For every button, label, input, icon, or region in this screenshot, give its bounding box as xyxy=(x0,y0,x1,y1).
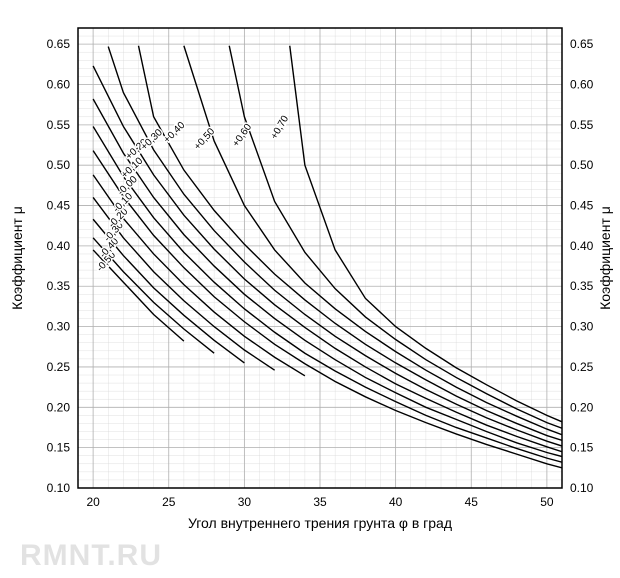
y-tick-label-left: 0.55 xyxy=(47,118,71,132)
watermark: RMNT.RU xyxy=(20,539,162,572)
chart-svg: -0,50-0,50-0,40-0,40-0,30-0,30-0,20-0,20… xyxy=(0,0,620,578)
x-axis-label: Угол внутреннего трения грунта φ в град xyxy=(188,515,452,531)
y-tick-label-left: 0.25 xyxy=(47,360,71,374)
y-axis-label-right: Коэффициент μ xyxy=(597,206,613,310)
y-tick-label-left: 0.40 xyxy=(47,239,71,253)
y-tick-label-right: 0.20 xyxy=(570,400,594,414)
y-tick-label-right: 0.10 xyxy=(570,481,594,495)
y-tick-label-right: 0.35 xyxy=(570,279,594,293)
y-axis-label-left: Коэффициент μ xyxy=(9,206,25,310)
x-tick-label: 40 xyxy=(389,495,403,509)
y-tick-label-right: 0.30 xyxy=(570,320,594,334)
x-tick-label: 50 xyxy=(540,495,554,509)
y-tick-label-left: 0.35 xyxy=(47,279,71,293)
x-tick-label: 35 xyxy=(313,495,327,509)
y-tick-label-right: 0.15 xyxy=(570,441,594,455)
x-tick-label: 30 xyxy=(238,495,252,509)
y-tick-label-right: 0.60 xyxy=(570,77,594,91)
y-tick-label-right: 0.25 xyxy=(570,360,594,374)
x-tick-label: 25 xyxy=(162,495,176,509)
y-tick-label-left: 0.15 xyxy=(47,441,71,455)
chart-container: -0,50-0,50-0,40-0,40-0,30-0,30-0,20-0,20… xyxy=(0,0,620,578)
x-tick-label: 45 xyxy=(465,495,479,509)
y-tick-label-left: 0.30 xyxy=(47,320,71,334)
y-tick-label-left: 0.20 xyxy=(47,400,71,414)
y-tick-label-right: 0.55 xyxy=(570,118,594,132)
y-tick-label-left: 0.60 xyxy=(47,77,71,91)
y-tick-label-left: 0.50 xyxy=(47,158,71,172)
y-tick-label-left: 0.65 xyxy=(47,37,71,51)
y-tick-label-left: 0.10 xyxy=(47,481,71,495)
y-tick-label-right: 0.50 xyxy=(570,158,594,172)
y-tick-label-right: 0.45 xyxy=(570,199,594,213)
x-tick-label: 20 xyxy=(86,495,100,509)
y-tick-label-right: 0.40 xyxy=(570,239,594,253)
y-tick-label-right: 0.65 xyxy=(570,37,594,51)
y-tick-label-left: 0.45 xyxy=(47,199,71,213)
